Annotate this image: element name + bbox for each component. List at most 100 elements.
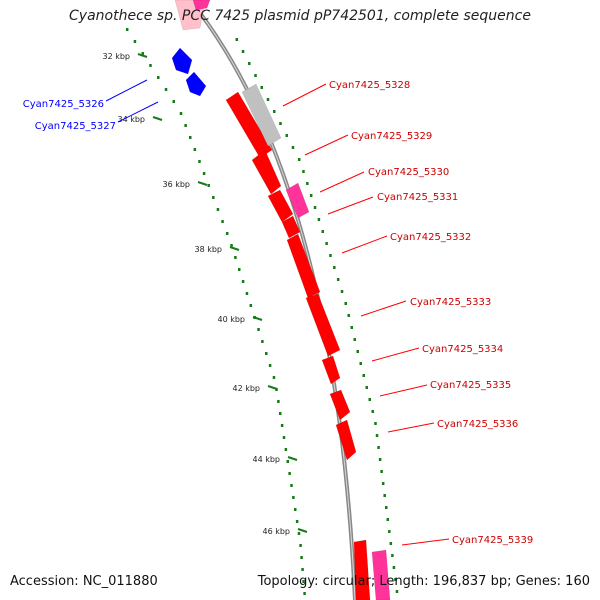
minor-tick: [149, 64, 152, 67]
tick-label: 44 kbp: [252, 455, 280, 464]
gene-label: Cyan7425_5331: [377, 192, 458, 203]
gene-labels: Cyan7425_5326 Cyan7425_5327 Cyan7425_5328 C…: [23, 79, 533, 546]
outer-tick: [386, 518, 390, 521]
minor-tick: [286, 460, 289, 463]
major-tick: [267, 385, 278, 390]
gene-features: [171, 0, 391, 600]
outer-tick: [353, 338, 356, 341]
leader-line: [319, 171, 365, 193]
gene-arrow: [305, 293, 341, 357]
outer-tick: [325, 242, 328, 245]
minor-tick: [282, 436, 286, 439]
minor-tick: [189, 136, 192, 139]
outer-tick: [375, 434, 379, 437]
gene-label: Cyan7425_5339: [452, 535, 533, 546]
outer-tick: [291, 146, 295, 149]
leader-line: [117, 101, 159, 123]
gene-arrow: [353, 539, 371, 600]
outer-tick: [368, 398, 371, 401]
outer-tick: [347, 314, 350, 317]
outer-tick: [356, 350, 359, 353]
minor-tick: [277, 400, 280, 403]
minor-tick: [193, 148, 197, 151]
leader-line: [371, 347, 420, 362]
gene-label: Cyan7425_5329: [351, 131, 432, 142]
minor-tick: [292, 496, 295, 499]
major-tick: [137, 53, 148, 58]
gene-label: Cyan7425_5330: [368, 167, 449, 178]
gene-arrow: [251, 149, 282, 195]
map-title: Cyanothece sp. PCC 7425 plasmid pP742501…: [69, 8, 531, 24]
major-tick: [152, 116, 163, 121]
minor-tick: [179, 112, 183, 115]
outer-tick: [309, 194, 313, 197]
gene-arrow: [371, 549, 391, 600]
minor-tick: [249, 304, 253, 307]
minor-tick: [299, 544, 302, 547]
major-tick: [229, 246, 240, 251]
minor-tick: [230, 244, 233, 247]
outer-tick: [297, 158, 301, 161]
leader-line: [341, 235, 388, 254]
minor-tick: [234, 256, 237, 259]
outer-tick: [321, 230, 324, 233]
outer-tick: [365, 386, 368, 389]
outer-tick: [285, 134, 288, 137]
outer-tick: [340, 290, 344, 293]
gene-label: Cyan7425_5336: [437, 419, 518, 430]
minor-tick: [141, 52, 144, 55]
outer-tick: [306, 182, 309, 185]
leader-line: [105, 79, 148, 102]
tick-label: 42 kbp: [232, 384, 260, 393]
leader-line: [379, 384, 428, 397]
topology-summary: Topology: circular; Length: 196,837 bp; …: [257, 574, 590, 589]
outer-tick: [392, 566, 396, 569]
minor-tick: [261, 340, 264, 343]
minor-tick: [172, 100, 176, 103]
leader-line: [401, 538, 450, 546]
major-tick: [197, 181, 208, 186]
outer-tick: [388, 530, 391, 533]
minor-tick: [241, 280, 245, 283]
minor-tick: [295, 520, 299, 523]
gene-arrow: [171, 47, 193, 75]
minor-tick: [290, 484, 293, 487]
minor-tick: [300, 556, 303, 559]
outer-tick: [377, 446, 380, 449]
minor-tick: [157, 76, 160, 79]
minor-tick: [184, 124, 187, 127]
outer-tick: [374, 422, 377, 425]
kbp-tick-marks: 32 kbp 34 kbp 36 kbp 38 kbp 40 kbp 42 kbp 44 k…: [102, 28, 399, 595]
minor-tick: [279, 412, 282, 415]
gene-arrow: [185, 71, 207, 97]
gene-arrow: [321, 355, 341, 385]
outer-tick: [254, 74, 257, 77]
major-tick: [297, 528, 308, 533]
outer-tick: [380, 470, 383, 473]
outer-tick: [333, 266, 336, 269]
outer-tick: [273, 110, 276, 113]
outer-tick: [359, 362, 362, 365]
minor-tick: [133, 40, 137, 43]
tick-label: 40 kbp: [217, 315, 245, 324]
minor-tick: [245, 292, 249, 295]
outer-tick: [394, 578, 397, 581]
minor-tick: [164, 88, 168, 91]
minor-tick: [280, 424, 284, 427]
minor-tick: [265, 352, 268, 355]
minor-tick: [284, 448, 288, 451]
outer-tick: [371, 410, 374, 413]
tick-label: 38 kbp: [194, 245, 222, 254]
minor-tick: [303, 592, 306, 595]
gene-label: Cyan7425_5328: [329, 80, 410, 91]
gene-arrow: [192, 0, 211, 11]
outer-tick: [336, 278, 340, 281]
minor-tick: [202, 172, 206, 175]
gene-label: Cyan7425_5327: [35, 121, 116, 132]
gene-label: Cyan7425_5332: [390, 232, 471, 243]
tick-label: 32 kbp: [102, 52, 130, 61]
minor-tick: [272, 376, 276, 379]
minor-tick: [301, 568, 304, 571]
outer-tick: [362, 374, 365, 377]
outer-tick: [248, 62, 251, 65]
